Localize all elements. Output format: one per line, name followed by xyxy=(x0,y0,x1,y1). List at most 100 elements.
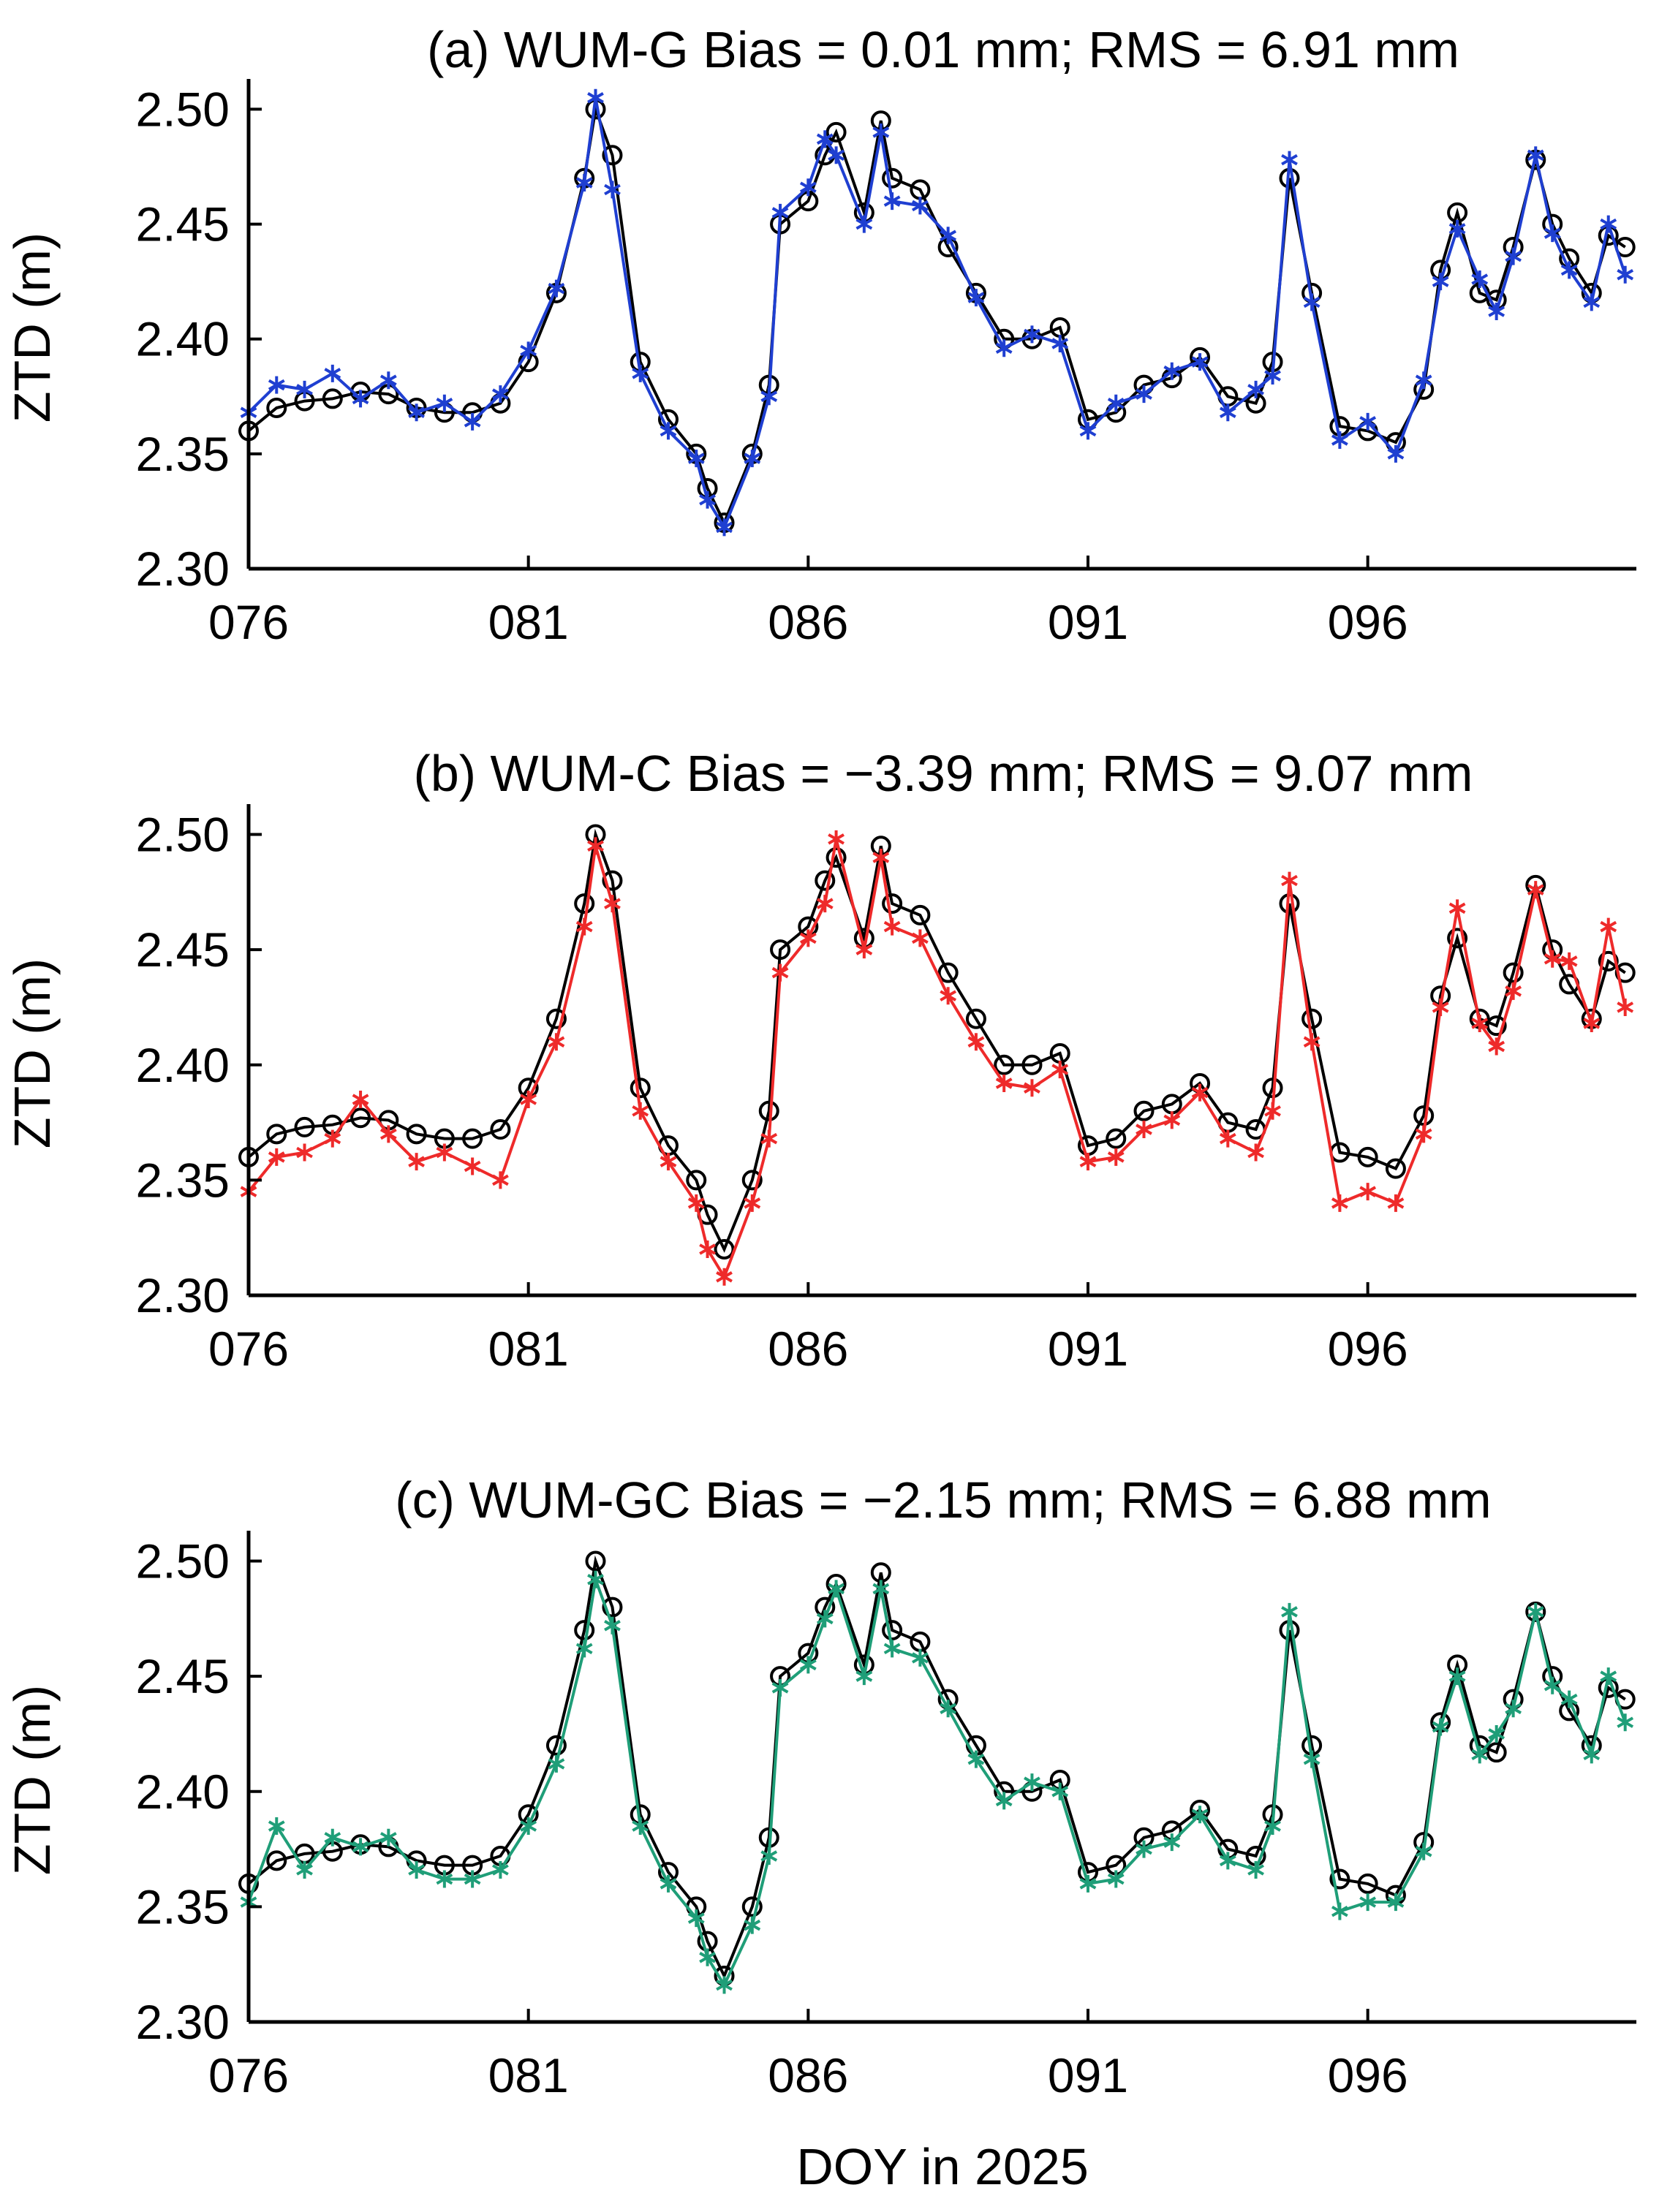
data-point xyxy=(660,1874,677,1893)
data-point xyxy=(587,837,604,855)
data-point xyxy=(1051,1061,1069,1079)
data-point xyxy=(324,1129,341,1148)
data-point xyxy=(1527,146,1544,164)
data-point xyxy=(1387,444,1405,463)
data-point xyxy=(1136,1840,1152,1858)
x-tick-label: 081 xyxy=(488,2048,569,2102)
data-point xyxy=(1617,998,1634,1016)
x-tick-label: 096 xyxy=(1328,1322,1408,1376)
data-point xyxy=(1024,1773,1040,1792)
data-point xyxy=(770,939,791,961)
data-point xyxy=(408,1153,425,1171)
data-point xyxy=(408,1860,425,1879)
data-point xyxy=(1079,422,1097,440)
data-point xyxy=(604,895,621,913)
data-point xyxy=(492,1860,509,1879)
data-point xyxy=(1219,404,1236,422)
data-point xyxy=(1432,1718,1449,1736)
data-point xyxy=(687,450,705,468)
data-point xyxy=(967,289,985,307)
data-point xyxy=(1583,1015,1601,1033)
data-point xyxy=(741,1896,763,1917)
data-point xyxy=(1598,950,1619,971)
y-tick-label: 2.50 xyxy=(136,808,230,862)
data-point xyxy=(716,1268,733,1286)
data-point xyxy=(632,364,649,382)
series-0 xyxy=(238,1550,1636,1986)
data-point xyxy=(574,1620,595,1641)
data-point xyxy=(490,1119,511,1140)
data-point xyxy=(716,1976,733,1994)
data-point xyxy=(294,1116,315,1137)
data-point xyxy=(406,1124,427,1145)
data-point xyxy=(602,145,623,166)
data-point xyxy=(436,1870,453,1888)
data-point xyxy=(771,203,789,221)
data-point xyxy=(379,1125,397,1143)
data-point xyxy=(352,390,369,408)
data-point xyxy=(1329,1868,1350,1890)
data-point xyxy=(296,1143,313,1162)
data-point xyxy=(1415,1125,1432,1143)
data-point xyxy=(266,1850,287,1871)
data-point xyxy=(816,130,834,148)
data-point xyxy=(940,1700,957,1718)
data-point xyxy=(1281,871,1298,890)
x-tick-label: 091 xyxy=(1048,1322,1128,1376)
data-point xyxy=(1617,265,1634,284)
data-point xyxy=(1136,385,1152,404)
series-0 xyxy=(238,824,1636,1260)
data-point xyxy=(352,1838,369,1856)
data-point xyxy=(268,1817,285,1836)
series-1 xyxy=(240,1570,1634,1994)
data-point xyxy=(1505,247,1522,265)
data-point xyxy=(660,422,677,440)
series-line xyxy=(247,97,1627,531)
data-point xyxy=(828,146,845,164)
data-point xyxy=(1432,273,1449,291)
data-point xyxy=(1021,1054,1043,1075)
y-tick-label: 2.50 xyxy=(136,1534,230,1588)
data-point xyxy=(1107,1870,1125,1888)
data-point xyxy=(1614,962,1636,983)
data-point xyxy=(1024,325,1040,344)
data-point xyxy=(1387,1194,1405,1212)
data-point xyxy=(937,962,959,983)
data-point xyxy=(1281,1602,1298,1621)
data-point xyxy=(1471,1015,1489,1033)
y-tick-label: 2.40 xyxy=(136,1038,230,1092)
data-point xyxy=(716,518,733,537)
data-point xyxy=(1432,998,1449,1016)
data-point xyxy=(1544,950,1561,968)
data-point xyxy=(1527,1602,1544,1621)
y-tick-label: 2.45 xyxy=(136,923,230,977)
data-point xyxy=(1359,1893,1377,1912)
data-point xyxy=(1385,1158,1406,1179)
data-point xyxy=(520,341,537,360)
y-tick-label: 2.45 xyxy=(136,1649,230,1703)
data-point xyxy=(828,1580,845,1598)
x-tick-label: 081 xyxy=(488,595,569,649)
data-point xyxy=(1191,1806,1209,1824)
x-tick-label: 081 xyxy=(488,1322,569,1376)
data-point xyxy=(872,123,890,141)
series-line xyxy=(247,1573,1627,1988)
data-point xyxy=(1107,394,1125,412)
x-tick-label: 076 xyxy=(208,1322,289,1376)
data-point xyxy=(266,398,287,418)
data-point xyxy=(1387,1893,1405,1912)
data-point xyxy=(520,1817,537,1836)
data-point xyxy=(1600,215,1617,233)
data-point xyxy=(1106,1128,1127,1149)
chart-title: (c) WUM-GC Bias = −2.15 mm; RMS = 6.88 m… xyxy=(395,1471,1491,1529)
data-point xyxy=(967,1750,985,1768)
data-point xyxy=(545,1735,567,1756)
data-point xyxy=(548,1033,565,1051)
data-point xyxy=(324,1828,341,1847)
data-point xyxy=(1488,1724,1505,1743)
data-point xyxy=(771,1678,789,1697)
x-tick-label: 096 xyxy=(1328,2048,1408,2102)
data-point xyxy=(883,1640,901,1658)
data-point xyxy=(1448,219,1466,238)
data-point xyxy=(1415,371,1432,390)
